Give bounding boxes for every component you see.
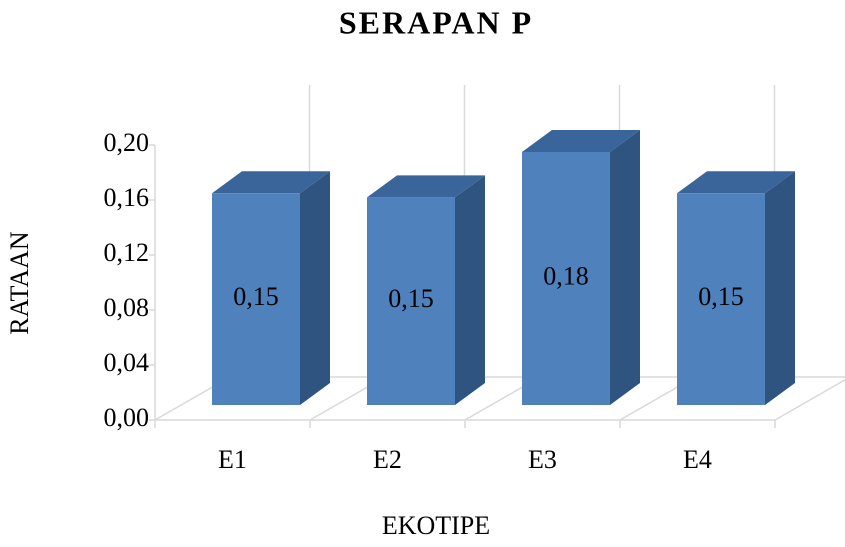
y-tick-label: 0,00 (104, 403, 150, 432)
bar-top (522, 130, 640, 152)
x-tick-label: E1 (218, 445, 247, 474)
y-tick-label: 0,20 (104, 128, 150, 157)
y-tick-label: 0,08 (104, 293, 150, 322)
bar (212, 193, 300, 405)
value-label: 0,15 (698, 282, 744, 311)
x-tick-label: E2 (373, 445, 402, 474)
bar-side (455, 175, 485, 405)
value-label: 0,15 (233, 282, 279, 311)
bar-top (367, 175, 485, 198)
y-tick-label: 0,04 (104, 348, 150, 377)
bar-top (677, 171, 795, 194)
chart-title: SERAPAN P (339, 4, 533, 40)
y-axis-label: RATAAN (5, 231, 34, 335)
x-tick-label: E3 (528, 445, 557, 474)
bar-side (300, 171, 330, 405)
bar-top (212, 171, 330, 194)
value-label: 0,15 (388, 284, 434, 313)
bar (367, 197, 455, 405)
bar-side (610, 130, 640, 405)
value-label: 0,18 (543, 261, 589, 290)
bar (677, 193, 765, 405)
bar (522, 152, 610, 405)
x-tick-label: E4 (683, 445, 712, 474)
y-tick-label: 0,12 (104, 238, 150, 267)
bar-side (765, 171, 795, 405)
x-axis-label: EKOTIPE (382, 511, 490, 540)
y-tick-label: 0,16 (104, 183, 150, 212)
floor-line (774, 379, 845, 421)
